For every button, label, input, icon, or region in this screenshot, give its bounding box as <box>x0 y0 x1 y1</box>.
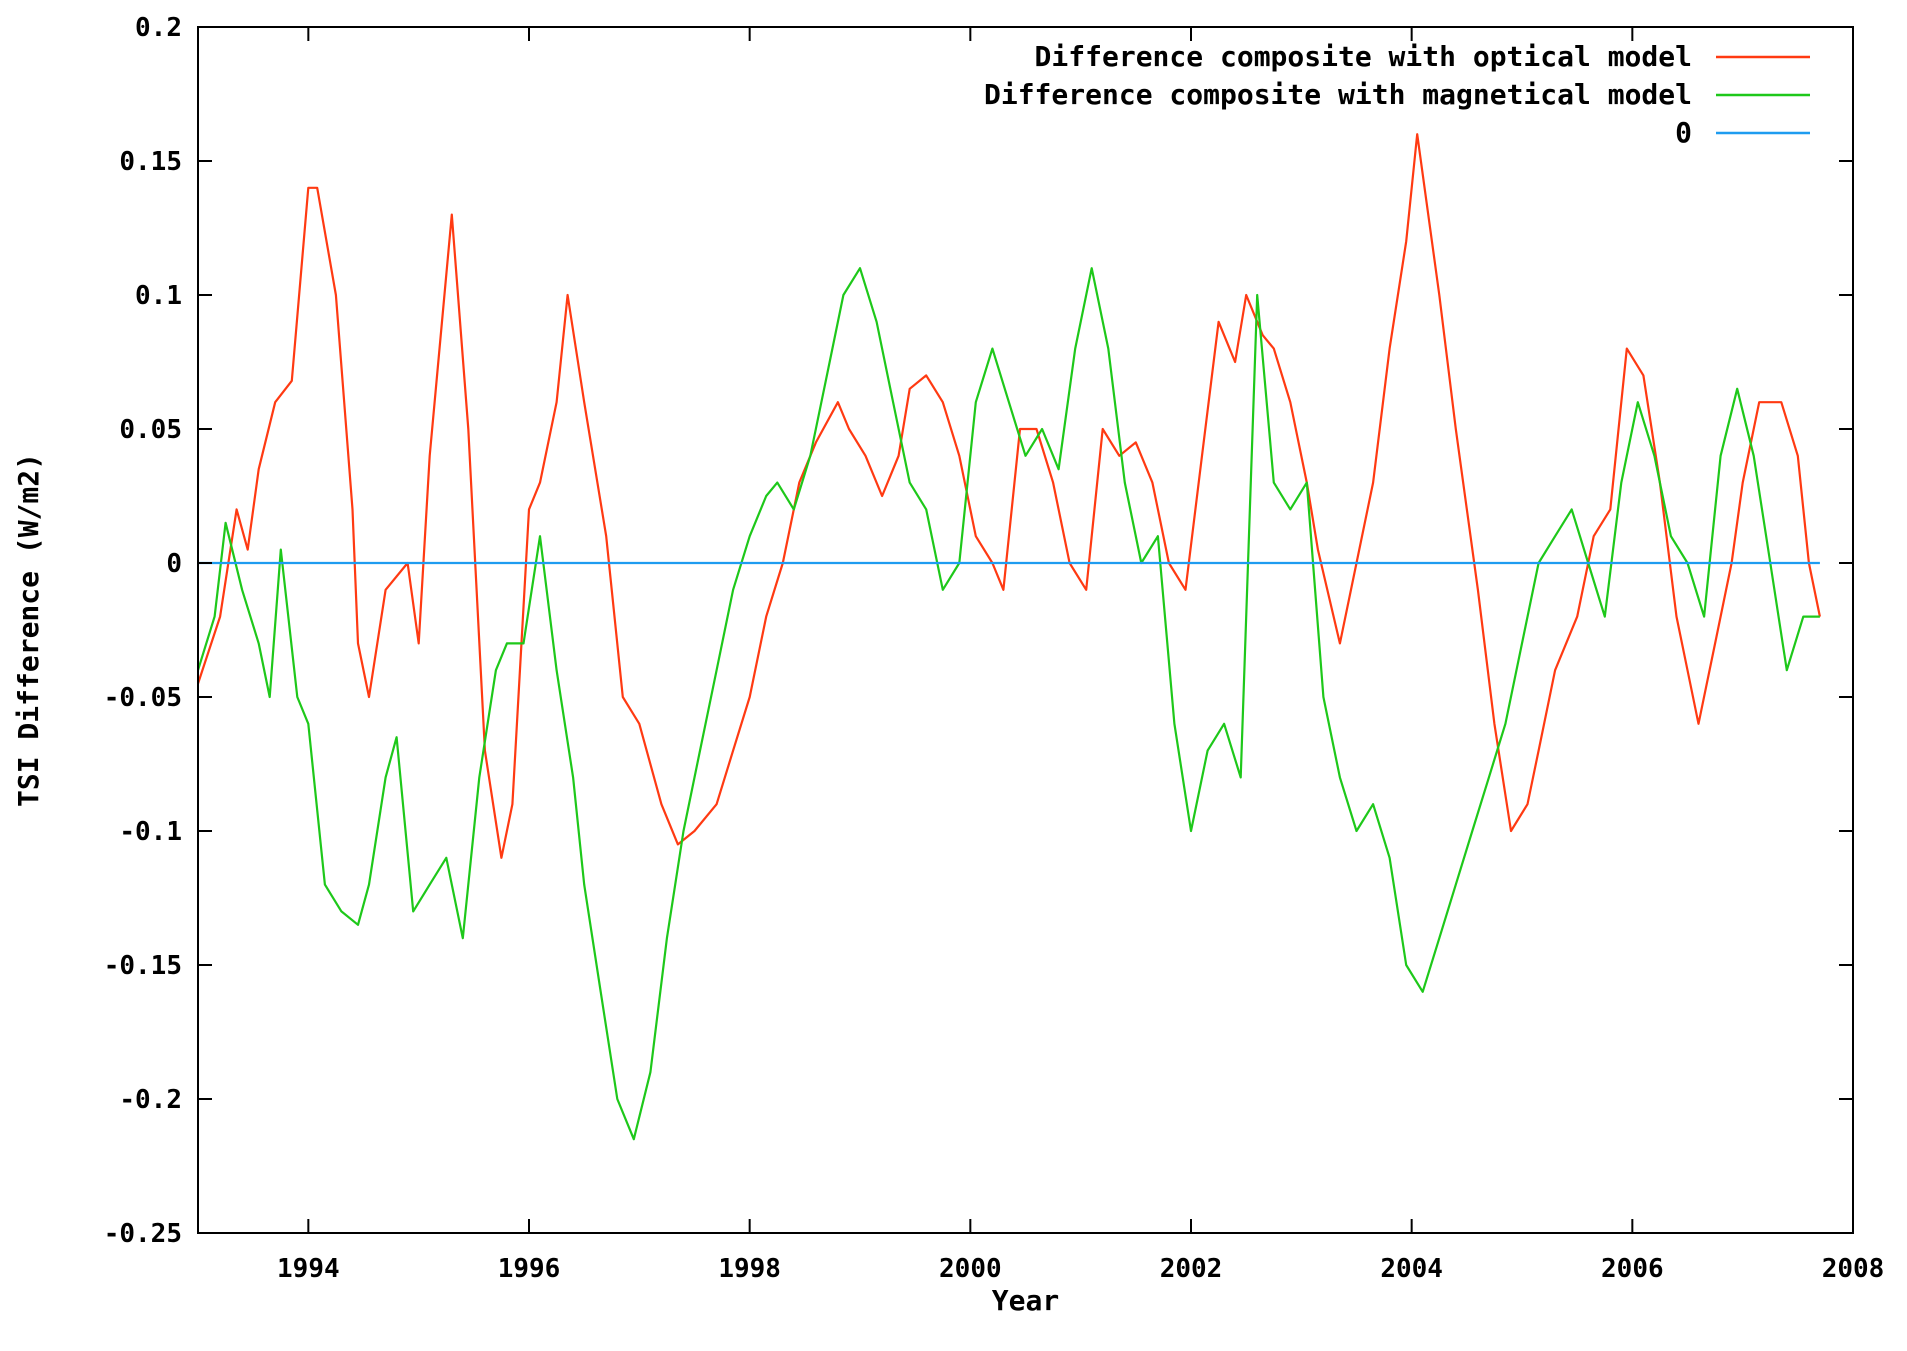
y-axis-label: TSI Difference (W/m2) <box>12 453 45 807</box>
legend-label-0: Difference composite with optical model <box>1035 40 1692 73</box>
legend-label-1: Difference composite with magnetical mod… <box>984 78 1692 111</box>
x-tick-label: 1994 <box>277 1254 340 1284</box>
y-tick-label: 0.05 <box>119 415 182 445</box>
x-tick-label: 2006 <box>1601 1254 1664 1284</box>
y-axis: -0.25 -0.2 -0.15 -0.1 -0.05 0 0.05 0.1 0.15 0.2 <box>104 13 1853 1249</box>
y-tick-label: -0.2 <box>119 1085 182 1115</box>
y-tick-label: -0.1 <box>119 817 182 847</box>
series-layer <box>196 133 1821 1141</box>
series-line-0 <box>196 133 1821 859</box>
y-tick-label: 0.15 <box>119 147 182 177</box>
series-line-1 <box>196 267 1820 1141</box>
x-tick-label: 2008 <box>1822 1254 1885 1284</box>
legend: Difference composite with optical model D… <box>984 40 1810 149</box>
x-axis-label: Year <box>992 1284 1059 1317</box>
x-tick-label: 2002 <box>1160 1254 1223 1284</box>
legend-label-2: 0 <box>1675 116 1692 149</box>
y-tick-label: 0.2 <box>135 13 182 43</box>
x-tick-label: 1996 <box>498 1254 561 1284</box>
x-tick-label: 2004 <box>1380 1254 1443 1284</box>
y-tick-label: 0.1 <box>135 281 182 311</box>
y-tick-label: -0.05 <box>104 683 182 713</box>
y-tick-label: -0.25 <box>104 1219 182 1249</box>
x-tick-label: 2000 <box>939 1254 1002 1284</box>
y-tick-label: -0.15 <box>104 951 182 981</box>
x-tick-label: 1998 <box>718 1254 781 1284</box>
y-tick-label: 0 <box>166 549 182 579</box>
plot-frame <box>197 26 1854 1234</box>
x-axis: 1994 1996 1998 2000 2002 2004 2006 2008 <box>277 27 1884 1284</box>
